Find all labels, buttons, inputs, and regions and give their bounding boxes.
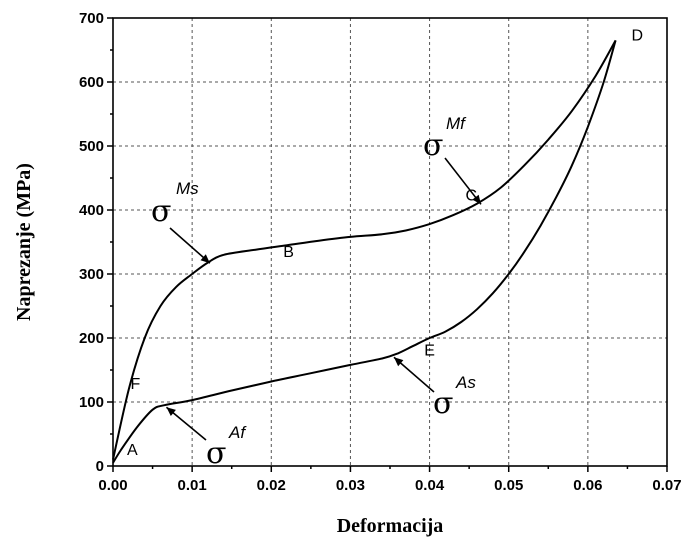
sigma-symbol: σ bbox=[433, 386, 453, 421]
point-label-e: E bbox=[424, 342, 435, 359]
sigma-ms-annotation: σ Ms bbox=[151, 179, 211, 264]
sigma-af-annotation: σAf bbox=[165, 406, 247, 471]
point-label-f: F bbox=[130, 376, 140, 393]
point-labels: A B C D E F bbox=[127, 27, 643, 458]
y-tick-label: 200 bbox=[79, 330, 104, 347]
axis-ticks: 0.00 0.01 0.02 0.03 0.04 0.05 0.06 0.07 0 100 200 3… bbox=[79, 10, 682, 494]
arrow-head bbox=[393, 357, 404, 367]
loading-curve bbox=[112, 39, 617, 460]
arrow-head bbox=[166, 407, 176, 417]
y-tick-label: 600 bbox=[79, 74, 104, 91]
arrow-head bbox=[200, 254, 210, 264]
sigma-symbol: σ bbox=[423, 128, 443, 163]
y-tick-label: 100 bbox=[79, 394, 104, 411]
y-tick-label: 300 bbox=[79, 266, 104, 283]
sigma-mf-annotation: σMf bbox=[423, 114, 482, 205]
series bbox=[112, 39, 617, 464]
sigma-subscript: Mf bbox=[446, 114, 467, 133]
sigma-symbol: σ bbox=[151, 194, 171, 229]
x-tick-label: 0.01 bbox=[178, 477, 207, 494]
x-tick-label: 0.04 bbox=[415, 477, 445, 494]
y-tick-label: 0 bbox=[96, 458, 104, 475]
sigma-subscript: Ms bbox=[176, 179, 199, 198]
point-label-b: B bbox=[283, 244, 294, 261]
x-axis-title: Deformacija bbox=[337, 515, 444, 537]
plot-frame bbox=[112, 17, 668, 467]
annotation-arrow bbox=[444, 157, 482, 205]
y-axis-title: Naprezanje (MPa) bbox=[13, 163, 35, 321]
x-tick-label: 0.06 bbox=[573, 477, 602, 494]
x-tick-label: 0.07 bbox=[652, 477, 681, 494]
point-label-c: C bbox=[465, 187, 477, 204]
unloading-curve bbox=[112, 40, 617, 464]
sigma-as-annotation: σAs bbox=[393, 356, 476, 421]
y-tick-label: 500 bbox=[79, 138, 104, 155]
x-tick-label: 0.02 bbox=[257, 477, 286, 494]
x-tick-label: 0.00 bbox=[98, 477, 127, 494]
grid bbox=[113, 18, 667, 466]
point-label-a: A bbox=[127, 442, 138, 459]
point-label-d: D bbox=[632, 27, 644, 44]
arrow-head bbox=[472, 194, 482, 205]
sigma-subscript: As bbox=[455, 373, 476, 392]
sigma-subscript: Af bbox=[228, 423, 247, 442]
x-tick-label: 0.05 bbox=[494, 477, 523, 494]
y-tick-label: 400 bbox=[79, 202, 104, 219]
sigma-symbol: σ bbox=[206, 436, 226, 471]
x-tick-label: 0.03 bbox=[336, 477, 365, 494]
y-tick-label: 700 bbox=[79, 10, 104, 27]
